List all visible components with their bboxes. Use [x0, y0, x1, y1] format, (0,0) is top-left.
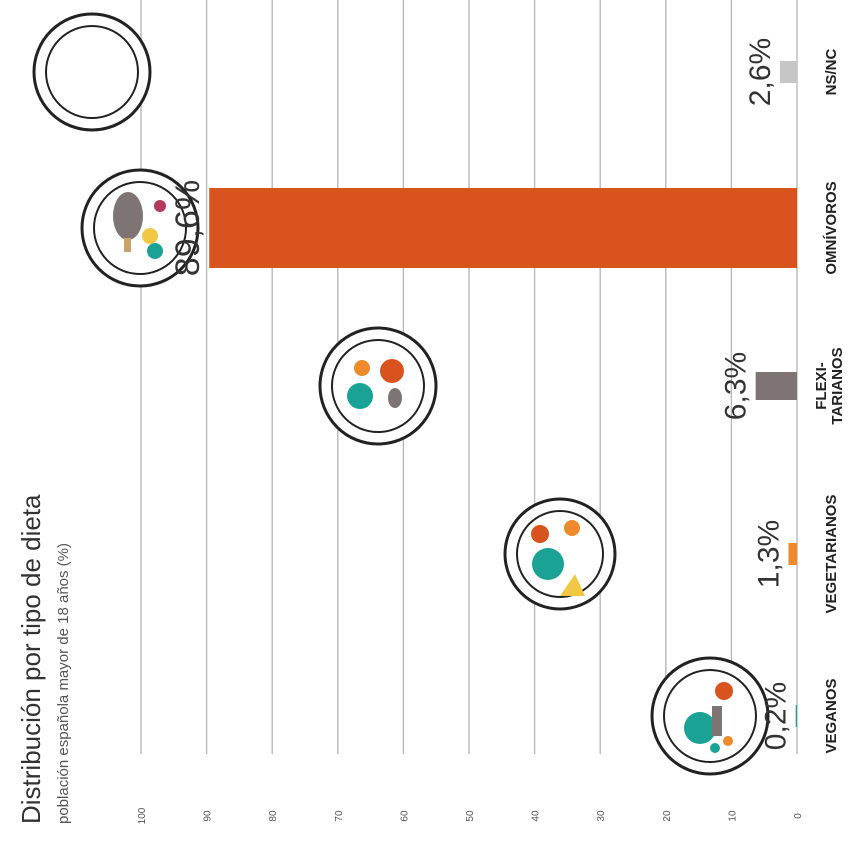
value-label: 6,3% — [720, 352, 753, 420]
category-label-line: FLEXI- — [813, 362, 830, 410]
bar-veganos — [795, 705, 797, 727]
vegetarian-plate-icon — [503, 497, 617, 611]
tick-label: 50 — [465, 810, 476, 822]
tick-label: 0 — [793, 813, 804, 819]
diet-icons — [32, 12, 770, 776]
tick-label: 10 — [727, 810, 738, 822]
bar-vegetarianos — [788, 543, 797, 565]
tick-label: 20 — [662, 810, 673, 822]
value-label: 89,6% — [169, 180, 207, 276]
category-label-line: TARIANOS — [829, 347, 846, 424]
category-label-line: OMNÍVOROS — [823, 181, 840, 274]
category-label: VEGANOS — [823, 678, 840, 753]
flexitarian-plate-icon — [318, 326, 438, 446]
gridlines — [140, 0, 798, 754]
empty-plate-icon — [32, 12, 152, 132]
vegan-plate-icon — [650, 656, 770, 776]
category-label: NS/NC — [823, 48, 840, 95]
category-label-line: VEGETARIANOS — [823, 495, 840, 614]
tick-label: 30 — [596, 810, 607, 822]
bars — [209, 61, 797, 727]
chart-rotated-canvas: 0 10 20 30 40 50 60 70 80 90 100 Distribución por … — [16, 0, 846, 824]
value-label: 0,2% — [760, 682, 793, 750]
category-label-line: VEGANOS — [823, 678, 840, 753]
bar-flexitarianos — [755, 372, 797, 400]
category-labels: VEGANOS VEGETARIANOS FLEXI-TARIANOS OMNÍVOR… — [813, 48, 846, 753]
category-label: OMNÍVOROS — [823, 181, 840, 274]
tick-label: 90 — [203, 810, 214, 822]
tick-label: 100 — [137, 807, 148, 824]
tick-label: 80 — [268, 810, 279, 822]
bar-nsnc — [779, 61, 797, 83]
chart-title: Distribución por tipo de dieta — [16, 494, 46, 824]
value-labels: 0,2% 1,3% 6,3% 89,6% 2,6% — [169, 38, 792, 750]
bar-omnvoros — [209, 188, 797, 268]
value-label: 2,6% — [744, 38, 777, 106]
category-label-line: NS/NC — [823, 48, 840, 95]
chart-subtitle: población española mayor de 18 años (%) — [55, 543, 72, 824]
tick-labels: 0 10 20 30 40 50 60 70 80 90 100 — [137, 807, 804, 824]
tick-label: 70 — [334, 810, 345, 822]
value-label: 1,3% — [752, 520, 785, 588]
category-label: VEGETARIANOS — [823, 495, 840, 614]
tick-label: 60 — [399, 810, 410, 822]
category-label: FLEXI-TARIANOS — [813, 347, 846, 424]
tick-label: 40 — [531, 810, 542, 822]
omnivore-plate-icon — [80, 168, 200, 288]
